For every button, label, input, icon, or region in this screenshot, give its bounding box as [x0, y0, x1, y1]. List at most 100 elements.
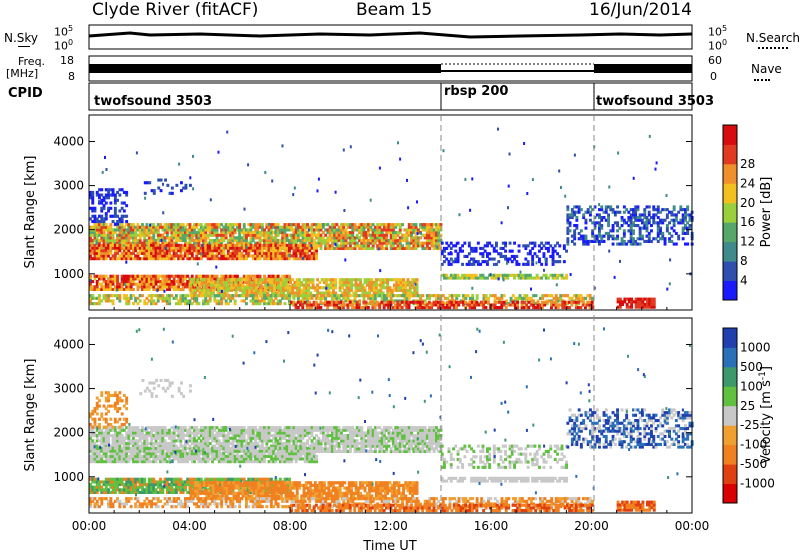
heatmap-cell-134 — [125, 444, 129, 448]
heatmap-cell-3941 — [540, 241, 544, 245]
heatmap-cell-2669 — [332, 286, 335, 290]
heatmap-cell-1536 — [177, 243, 181, 247]
heatmap-cell-1592 — [202, 243, 205, 247]
heatmap-cell-441 — [202, 225, 205, 229]
heatmap-cell-4017 — [577, 205, 581, 209]
heatmap-cell-3204 — [383, 299, 386, 303]
heatmap-cell-689 — [269, 241, 273, 245]
heatmap-cell-3814 — [452, 260, 455, 264]
heatmap-cell-717 — [276, 233, 280, 237]
heatmap-cell-3525 — [400, 306, 404, 310]
heatmap-cell-2391 — [221, 283, 225, 287]
heatmap-cell-1057 — [367, 231, 370, 235]
heatmap-cell-1420 — [129, 257, 133, 261]
heatmap-cell-109 — [116, 233, 119, 237]
heatmap-cell-1766 — [276, 251, 280, 255]
heatmap-cell-4218 — [645, 229, 649, 233]
heatmap-cell-1513 — [168, 254, 171, 258]
heatmap-cell-1092 — [376, 225, 380, 229]
heatmap-cell-4261 — [659, 231, 662, 235]
heatmap-cell-4084 — [602, 239, 606, 243]
heatmap-cell-3657 — [543, 303, 547, 307]
heatmap-cell-1369 — [104, 243, 108, 247]
heatmap-cell-3470 — [339, 303, 343, 307]
heatmap-cell-3051 — [247, 294, 251, 298]
heatmap-cell-701 — [272, 236, 276, 240]
heatmap-cell-795 — [297, 228, 300, 232]
heatmap-cell-2595 — [300, 291, 304, 295]
heatmap-cell-2902 — [104, 294, 108, 298]
heatmap-cell-621 — [251, 236, 255, 240]
heatmap-cell-612 — [249, 236, 253, 240]
heatmap-cell-3341 — [511, 294, 515, 298]
heatmap-cell-1045 — [364, 241, 368, 245]
heatmap-cell-3050 — [245, 294, 248, 298]
heatmap-cell-1249 — [421, 244, 425, 248]
heatmap-cell-3760 — [517, 273, 521, 277]
heatmap-cell-3988 — [568, 224, 572, 228]
heatmap-cell-1727 — [260, 249, 264, 253]
heatmap-cell-3792 — [565, 276, 568, 280]
heatmap-cell-926 — [333, 233, 337, 237]
heatmap-cell-4100 — [607, 213, 610, 217]
heatmap-cell-4453 — [102, 196, 106, 200]
heatmap-cell-1467 — [150, 254, 153, 258]
heatmap-cell-558 — [233, 228, 237, 232]
heatmap-cell-1440 — [138, 257, 142, 261]
heatmap-cell-3036 — [229, 299, 233, 303]
heatmap-speck-74 — [243, 207, 246, 211]
heatmap-cell-3464 — [335, 306, 339, 310]
heatmap-cell-2296 — [283, 274, 287, 278]
heatmap-cell-355 — [179, 231, 183, 235]
heatmap-cell-707 — [274, 239, 278, 243]
heatmap-cell-2080 — [184, 282, 187, 286]
heatmap-cell-1702 — [249, 246, 253, 250]
heatmap-cell-4159 — [629, 226, 633, 230]
heatmap-cell-1285 — [430, 233, 434, 237]
heatmap-cell-2923 — [127, 302, 131, 306]
heatmap-cell-1812 — [297, 257, 300, 261]
heatmap-cell-811 — [301, 233, 305, 237]
heatmap-cell-796 — [297, 225, 300, 229]
heatmap-cell-1894 — [104, 285, 108, 289]
heatmap-cell-733 — [281, 233, 285, 237]
heatmap-cell-2832 — [397, 278, 401, 282]
heatmap-cell-4110 — [611, 226, 615, 230]
heatmap-cell-4225 — [647, 239, 651, 243]
heatmap-cell-2908 — [111, 302, 115, 306]
heatmap-cell-2346 — [203, 280, 206, 284]
heatmap-cell-1758 — [272, 243, 276, 247]
heatmap-cell-3834 — [467, 262, 471, 266]
heatmap-cell-1387 — [113, 249, 117, 253]
heatmap-cell-8 — [89, 426, 92, 430]
heatmap-cell-4206 — [641, 218, 644, 222]
heatmap-cell-3958 — [551, 254, 555, 258]
heatmap-cell-3017 — [213, 299, 217, 303]
heatmap-cell-1768 — [276, 246, 280, 250]
heatmap-cell-135 — [122, 239, 126, 243]
heatmap-cell-2336 — [200, 291, 204, 295]
heatmap-cell-1757 — [272, 246, 276, 250]
heatmap-cell-1228 — [414, 241, 418, 245]
heatmap-cell-927 — [333, 231, 337, 235]
heatmap-cell-108 — [116, 236, 119, 240]
heatmap-cell-4393 — [643, 302, 647, 306]
heatmap-speck-64 — [325, 286, 328, 290]
heatmap-cell-3985 — [566, 208, 570, 212]
heatmap-cell-1082 — [373, 231, 377, 235]
heatmap-cell-761 — [288, 223, 291, 227]
heatmap-cell-4228 — [647, 231, 651, 235]
heatmap-cell-127 — [120, 233, 124, 237]
heatmap-cell-3743 — [495, 276, 498, 280]
heatmap-cell-4151 — [627, 216, 631, 220]
heatmap-cell-1357 — [100, 246, 104, 250]
heatmap-cell-252 — [152, 233, 156, 237]
heatmap-cell-1523 — [172, 251, 176, 255]
heatmap-cell-643 — [256, 223, 260, 227]
heatmap-cell-1540 — [179, 249, 183, 253]
heatmap-cell-1164 — [394, 223, 398, 227]
heatmap-speck-88 — [419, 231, 422, 235]
heatmap-cell-38 — [98, 241, 101, 245]
heatmap-cell-1279 — [428, 225, 432, 229]
heatmap-cell-974 — [344, 231, 348, 235]
